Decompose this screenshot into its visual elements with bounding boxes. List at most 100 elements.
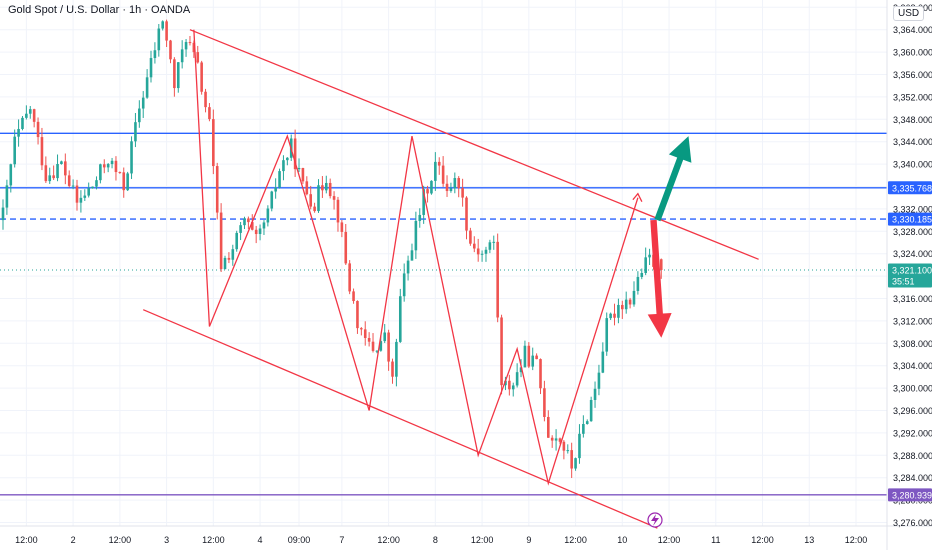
candle-body — [235, 232, 238, 250]
pattern-drawings — [142, 29, 759, 529]
channel-line-lower — [142, 309, 658, 529]
candle-body — [519, 367, 523, 373]
candle-body — [363, 329, 367, 338]
candle-body — [332, 196, 336, 200]
candle-body — [180, 49, 184, 63]
candle-body — [395, 341, 398, 377]
candle-body — [227, 257, 231, 260]
candle-body — [301, 167, 305, 182]
candle-body — [60, 161, 63, 164]
candle-body — [247, 218, 250, 223]
candle-body — [457, 178, 461, 189]
candle-body — [422, 189, 425, 215]
candle-body — [95, 180, 98, 187]
candle-body — [360, 328, 363, 330]
candle-body — [48, 175, 52, 182]
candle-body — [371, 341, 375, 351]
x-tick-label: 12:00 — [15, 535, 38, 545]
candle-body — [589, 399, 593, 422]
x-tick-label: 9 — [526, 535, 531, 545]
candle-body — [25, 113, 28, 118]
candle-body — [570, 450, 573, 469]
candle-body — [539, 359, 542, 389]
candle-body — [91, 186, 94, 189]
candle-body — [282, 160, 285, 172]
symbol-title[interactable]: Gold Spot / U.S. Dollar · 1h · OANDA — [8, 4, 191, 16]
candle-body — [219, 212, 223, 270]
x-tick-label: 8 — [433, 535, 438, 545]
candle-body — [130, 141, 133, 174]
level-price-tag-text: 3,280.939 — [892, 490, 932, 500]
candle-body — [5, 185, 9, 208]
candle-body — [36, 121, 40, 138]
y-tick-label: 3,356.000 — [893, 70, 932, 80]
candle-body — [40, 137, 44, 166]
candle-body — [212, 119, 215, 167]
candle-body — [511, 385, 515, 390]
candlestick-series — [1, 19, 663, 478]
candle-body — [21, 117, 24, 129]
candle-body — [535, 355, 538, 360]
candle-body — [274, 187, 277, 192]
candle-body — [578, 433, 581, 459]
x-tick-label: 12:00 — [202, 535, 225, 545]
candle-body — [56, 163, 59, 179]
candle-body — [122, 172, 126, 191]
candle-body — [239, 225, 242, 233]
candle-body — [200, 62, 203, 92]
candle-body — [254, 229, 258, 235]
candle-body — [461, 188, 464, 198]
candle-body — [640, 272, 644, 277]
candle-body — [262, 222, 266, 229]
candle-body — [204, 91, 207, 108]
y-tick-label: 3,332.000 — [893, 204, 932, 214]
candle-body — [566, 450, 570, 452]
y-tick-label: 3,316.000 — [893, 294, 932, 304]
candle-body — [106, 164, 110, 168]
candle-body — [352, 291, 355, 302]
candle-body — [597, 372, 601, 389]
candle-body — [328, 182, 332, 197]
candle-body — [153, 50, 157, 59]
candle-body — [402, 273, 406, 297]
candle-body — [309, 194, 313, 207]
candle-body — [659, 259, 663, 270]
candle-body — [293, 138, 297, 170]
candle-body — [476, 248, 480, 255]
candle-body — [13, 136, 16, 165]
candle-body — [496, 241, 499, 318]
level-price-tag — [888, 488, 932, 502]
candle-body — [437, 161, 441, 166]
candle-body — [324, 182, 328, 191]
y-tick-label: 3,312.000 — [893, 316, 932, 326]
currency-button[interactable]: USD — [893, 6, 925, 21]
candle-body — [52, 175, 55, 179]
candle-body — [83, 195, 87, 198]
candle-body — [161, 21, 164, 29]
candle-body — [114, 160, 118, 173]
y-tick-label: 3,344.000 — [893, 137, 932, 147]
candle-body — [305, 181, 309, 195]
y-tick-label: 3,288.000 — [893, 451, 932, 461]
candle-body — [266, 208, 270, 223]
candle-body — [321, 185, 324, 191]
candle-body — [414, 220, 418, 251]
candle-body — [441, 165, 445, 184]
candle-body — [500, 317, 503, 386]
candle-body — [344, 231, 348, 264]
candle-body — [44, 165, 48, 182]
zigzag-pattern — [193, 29, 639, 486]
x-tick-label: 12:00 — [109, 535, 132, 545]
candle-body — [387, 332, 390, 362]
x-tick-label: 12:00 — [564, 535, 587, 545]
x-axis: 12:00 2 12:00 3 12:00 4 09:00 7 12:00 8 12:00 9 12:0… — [0, 525, 932, 545]
x-tick-label: 12:00 — [751, 535, 774, 545]
y-tick-label: 3,308.000 — [893, 339, 932, 349]
y-tick-label: 3,360.000 — [893, 48, 932, 58]
candle-body — [134, 122, 137, 142]
candle-body — [250, 222, 254, 230]
candle-body — [17, 128, 20, 137]
candle-body — [336, 199, 340, 223]
candle-body — [367, 337, 371, 342]
